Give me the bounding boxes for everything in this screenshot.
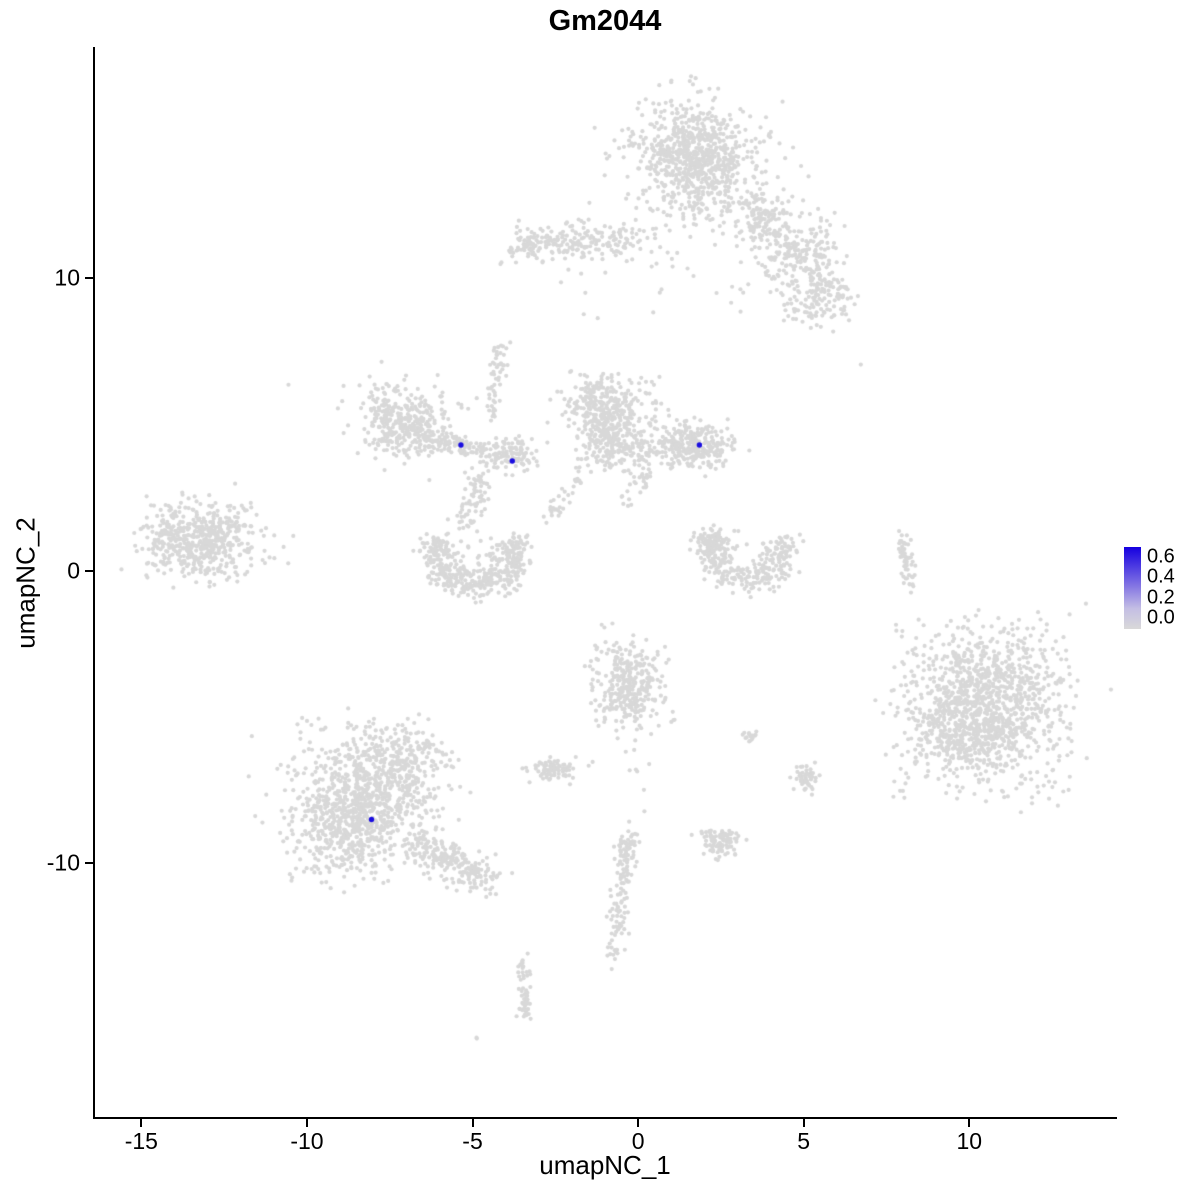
x-tick-label: 5 bbox=[797, 1128, 811, 1154]
x-tick-mark bbox=[968, 1119, 971, 1127]
x-axis-line bbox=[93, 1117, 1117, 1119]
legend-tick-label: 0.4 bbox=[1147, 565, 1175, 588]
legend-tick-label: 0.0 bbox=[1147, 606, 1175, 629]
legend-gradient-bar bbox=[1124, 547, 1141, 629]
y-tick-mark bbox=[85, 277, 93, 280]
x-tick-mark bbox=[802, 1119, 805, 1127]
x-tick-label: -15 bbox=[124, 1128, 158, 1154]
x-tick-label: -5 bbox=[462, 1128, 483, 1154]
x-tick-label: -10 bbox=[290, 1128, 324, 1154]
y-axis-line bbox=[93, 47, 95, 1119]
y-tick-label: 10 bbox=[54, 264, 80, 291]
x-tick-label: 10 bbox=[956, 1128, 983, 1154]
x-tick-mark bbox=[471, 1119, 474, 1127]
x-tick-label: 0 bbox=[631, 1128, 645, 1154]
x-tick-mark bbox=[305, 1119, 308, 1127]
legend-tick-label: 0.6 bbox=[1147, 545, 1175, 568]
x-axis-title: umapNC_1 bbox=[539, 1150, 671, 1180]
y-tick-label: -10 bbox=[46, 849, 80, 876]
chart-title: Gm2044 bbox=[548, 5, 662, 37]
legend-tick-label: 0.2 bbox=[1147, 586, 1175, 609]
x-tick-mark bbox=[140, 1119, 143, 1127]
y-tick-label: 0 bbox=[67, 557, 80, 584]
y-tick-mark bbox=[85, 862, 93, 865]
x-tick-mark bbox=[637, 1119, 640, 1127]
y-tick-mark bbox=[85, 569, 93, 572]
